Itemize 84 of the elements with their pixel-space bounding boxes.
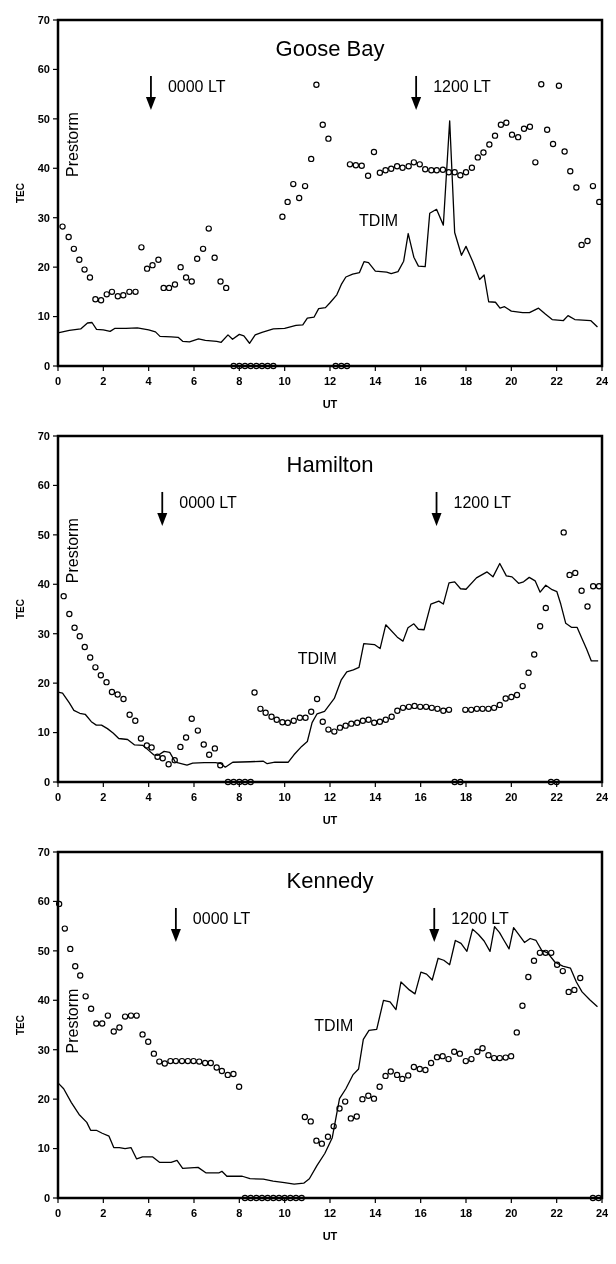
x-tick-label: 24 (595, 791, 609, 803)
y-tick-label: 10 (37, 310, 50, 323)
x-tick-label: 12 (323, 791, 337, 803)
x-tick-label: 20 (505, 1207, 518, 1219)
y-tick-label: 50 (37, 528, 50, 541)
x-tick-label: 20 (505, 375, 518, 387)
x-tick-label: 24 (595, 375, 609, 387)
y-tick-label: 10 (37, 726, 50, 739)
y-tick-label: 50 (37, 112, 50, 125)
text: Goose Bay (275, 36, 385, 61)
x-tick-label: 16 (414, 791, 427, 803)
annotation: Prestorm (64, 112, 81, 178)
x-tick-label: 8 (236, 791, 243, 803)
ref-line-label: 0000 LT (167, 77, 226, 95)
x-tick-label: 22 (550, 791, 563, 803)
x-tick-label: 6 (190, 375, 198, 387)
x-axis-title: UT (322, 398, 338, 410)
y-tick-label: 10 (37, 1142, 50, 1155)
x-tick-label: 2 (100, 375, 107, 387)
x-tick-label: 0 (54, 1207, 62, 1219)
x-tick-label: 22 (550, 375, 563, 387)
x-tick-label: 2 (100, 1207, 107, 1219)
text: Kennedy (286, 868, 374, 893)
ref-line-label: 1200 LT (433, 77, 491, 95)
x-tick-label: 0 (54, 791, 62, 803)
y-tick-label: 40 (37, 994, 50, 1007)
x-tick-label: 18 (459, 1207, 473, 1219)
x-tick-label: 4 (145, 791, 153, 803)
y-axis-title: TEC (15, 183, 26, 203)
x-tick-label: 24 (595, 1207, 609, 1219)
x-tick-label: 18 (459, 791, 473, 803)
annotation: Prestorm (64, 518, 81, 584)
annotation: Prestorm (64, 988, 81, 1054)
y-tick-label: 30 (37, 1043, 50, 1056)
x-tick-label: 6 (190, 791, 198, 803)
y-tick-label: 30 (37, 211, 50, 224)
y-tick-label: 40 (37, 578, 50, 591)
x-tick-label: 2 (100, 791, 107, 803)
x-tick-label: 12 (323, 375, 337, 387)
x-tick-label: 0 (54, 375, 62, 387)
ref-line-label: 1200 LT (451, 909, 510, 927)
y-tick-label: 20 (37, 676, 50, 689)
x-tick-label: 14 (369, 1207, 383, 1219)
x-axis-title: UT (322, 814, 338, 826)
x-tick-label: 20 (505, 791, 518, 803)
ref-line-label: 0000 LT (179, 493, 238, 511)
x-tick-label: 22 (550, 1207, 563, 1219)
ref-line-label: 0000 LT (192, 909, 251, 927)
x-tick-label: 10 (278, 1207, 291, 1219)
ref-line-label: 1200 LT (453, 493, 512, 511)
y-tick-label: 30 (37, 627, 50, 640)
x-tick-label: 10 (278, 791, 291, 803)
series-label: TDIM (297, 649, 337, 667)
x-tick-label: 18 (459, 375, 473, 387)
series-label: TDIM (359, 211, 399, 229)
x-tick-label: 10 (278, 375, 291, 387)
x-axis-title: UT (322, 1230, 338, 1242)
x-tick-label: 6 (190, 1207, 198, 1219)
x-tick-label: 4 (145, 1207, 153, 1219)
y-tick-label: 0 (43, 1191, 50, 1204)
series-label: TDIM (314, 1017, 354, 1035)
y-tick-label: 40 (37, 162, 50, 175)
y-tick-label: 0 (43, 775, 50, 788)
y-tick-label: 20 (37, 1092, 50, 1105)
y-tick-label: 60 (37, 895, 50, 908)
y-tick-label: 70 (37, 13, 50, 26)
x-tick-label: 4 (145, 375, 153, 387)
y-tick-label: 70 (37, 845, 50, 858)
x-tick-label: 8 (236, 375, 243, 387)
y-axis-title: TEC (15, 599, 26, 619)
x-tick-label: 14 (369, 791, 383, 803)
y-tick-label: 60 (37, 479, 50, 492)
x-tick-label: 8 (236, 1207, 243, 1219)
x-tick-label: 12 (323, 1207, 337, 1219)
x-tick-label: 16 (414, 1207, 427, 1219)
text: Hamilton (286, 452, 374, 477)
y-tick-label: 0 (43, 359, 50, 372)
y-axis-title: TEC (15, 1015, 26, 1035)
y-tick-label: 20 (37, 260, 50, 273)
y-tick-label: 50 (37, 944, 50, 957)
x-tick-label: 14 (369, 375, 383, 387)
y-tick-label: 70 (37, 429, 50, 442)
x-tick-label: 16 (414, 375, 427, 387)
y-tick-label: 60 (37, 63, 50, 76)
